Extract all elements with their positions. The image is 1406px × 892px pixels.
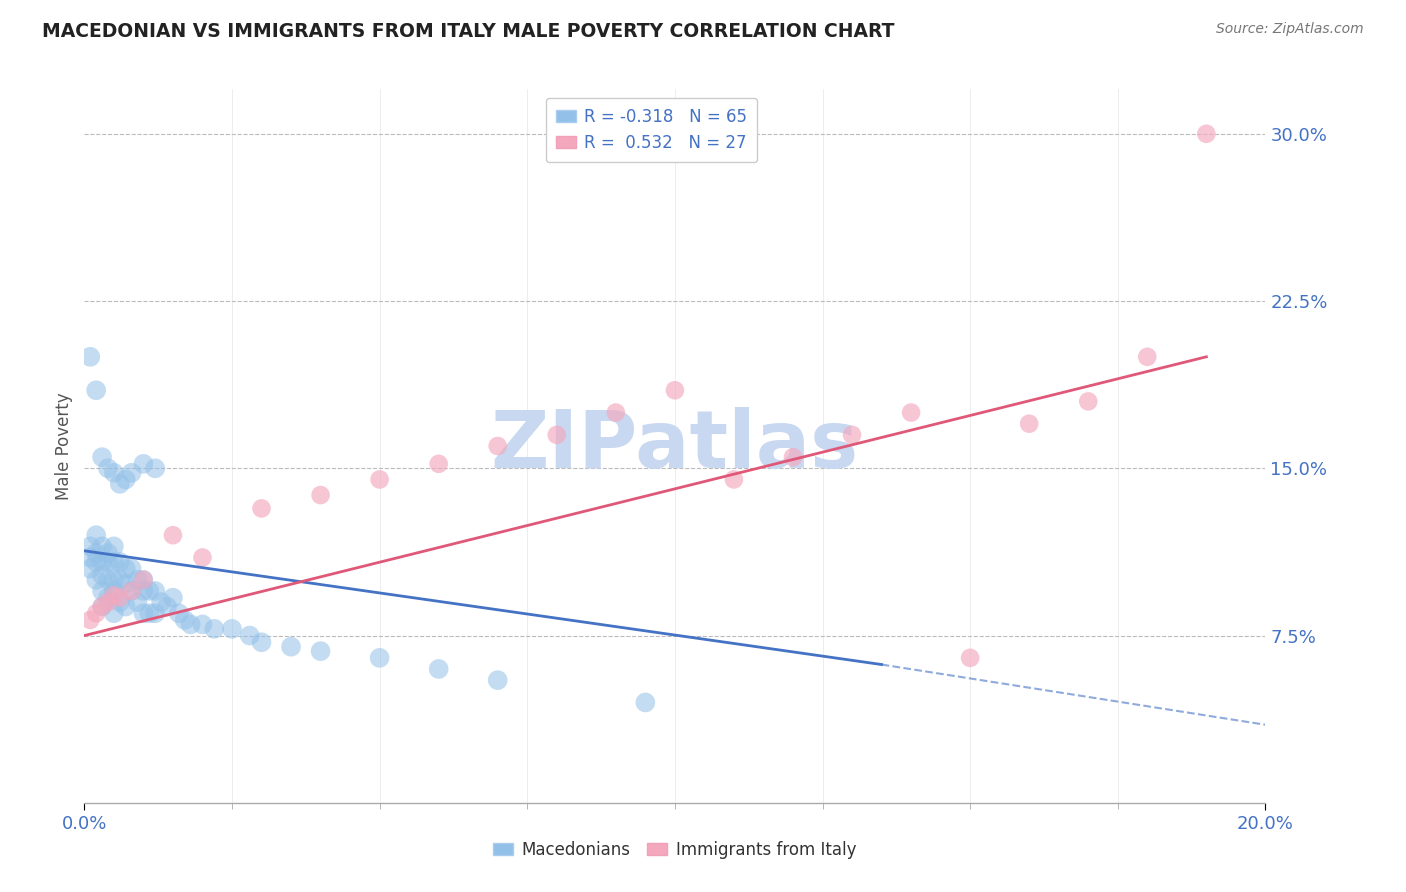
Point — [634, 696, 657, 710]
Point — [108, 476, 131, 491]
Point — [221, 622, 243, 636]
Text: Source: ZipAtlas.com: Source: ZipAtlas.com — [1216, 22, 1364, 37]
Point — [121, 466, 143, 480]
Point — [132, 573, 155, 587]
Point — [143, 461, 166, 475]
Point — [97, 591, 120, 605]
Point — [114, 473, 136, 487]
Point — [280, 640, 302, 654]
Point — [250, 635, 273, 649]
Point — [91, 450, 114, 465]
Point — [97, 555, 120, 569]
Point — [84, 546, 107, 560]
Point — [841, 427, 863, 442]
Point — [121, 583, 143, 598]
Point — [97, 573, 120, 587]
Point — [309, 488, 332, 502]
Point — [309, 644, 332, 658]
Point — [132, 457, 155, 471]
Point — [84, 528, 107, 542]
Point — [782, 450, 804, 465]
Point — [132, 607, 155, 621]
Point — [132, 583, 155, 598]
Point — [486, 673, 509, 687]
Point — [132, 573, 155, 587]
Point — [103, 539, 125, 553]
Point — [486, 439, 509, 453]
Point — [103, 573, 125, 587]
Point — [91, 583, 114, 598]
Point — [103, 607, 125, 621]
Point — [108, 555, 131, 569]
Point — [250, 501, 273, 516]
Point — [84, 607, 107, 621]
Point — [150, 595, 173, 609]
Point — [427, 662, 450, 676]
Text: ZIPatlas: ZIPatlas — [491, 407, 859, 485]
Point — [114, 562, 136, 576]
Point — [79, 613, 101, 627]
Point — [97, 461, 120, 475]
Point — [138, 583, 160, 598]
Point — [368, 651, 391, 665]
Point — [1195, 127, 1218, 141]
Point — [191, 550, 214, 565]
Point — [180, 617, 202, 632]
Point — [91, 568, 114, 582]
Point — [143, 583, 166, 598]
Point — [1077, 394, 1099, 409]
Point — [959, 651, 981, 665]
Point — [103, 555, 125, 569]
Point — [108, 573, 131, 587]
Text: MACEDONIAN VS IMMIGRANTS FROM ITALY MALE POVERTY CORRELATION CHART: MACEDONIAN VS IMMIGRANTS FROM ITALY MALE… — [42, 22, 894, 41]
Point — [91, 599, 114, 614]
Point — [1136, 350, 1159, 364]
Point — [664, 384, 686, 398]
Point — [121, 562, 143, 576]
Point — [900, 405, 922, 420]
Point — [114, 577, 136, 591]
Point — [143, 607, 166, 621]
Point — [138, 607, 160, 621]
Point — [79, 350, 101, 364]
Point — [97, 546, 120, 560]
Point — [91, 555, 114, 569]
Point — [103, 466, 125, 480]
Point — [427, 457, 450, 471]
Point — [108, 591, 131, 605]
Point — [91, 599, 114, 614]
Point — [114, 599, 136, 614]
Point — [84, 555, 107, 569]
Y-axis label: Male Poverty: Male Poverty — [55, 392, 73, 500]
Point — [162, 528, 184, 542]
Point — [191, 617, 214, 632]
Point — [368, 473, 391, 487]
Point — [1018, 417, 1040, 431]
Point — [723, 473, 745, 487]
Point — [103, 589, 125, 603]
Point — [79, 562, 101, 576]
Point — [97, 595, 120, 609]
Point — [84, 573, 107, 587]
Point — [156, 599, 179, 614]
Point — [79, 539, 101, 553]
Point — [108, 595, 131, 609]
Point — [239, 628, 262, 642]
Point — [605, 405, 627, 420]
Point — [202, 622, 225, 636]
Point — [121, 583, 143, 598]
Point — [173, 613, 195, 627]
Point — [546, 427, 568, 442]
Point — [103, 583, 125, 598]
Point — [127, 573, 149, 587]
Point — [91, 539, 114, 553]
Point — [84, 384, 107, 398]
Point — [127, 595, 149, 609]
Point — [167, 607, 190, 621]
Point — [79, 550, 101, 565]
Legend: Macedonians, Immigrants from Italy: Macedonians, Immigrants from Italy — [486, 835, 863, 866]
Point — [162, 591, 184, 605]
